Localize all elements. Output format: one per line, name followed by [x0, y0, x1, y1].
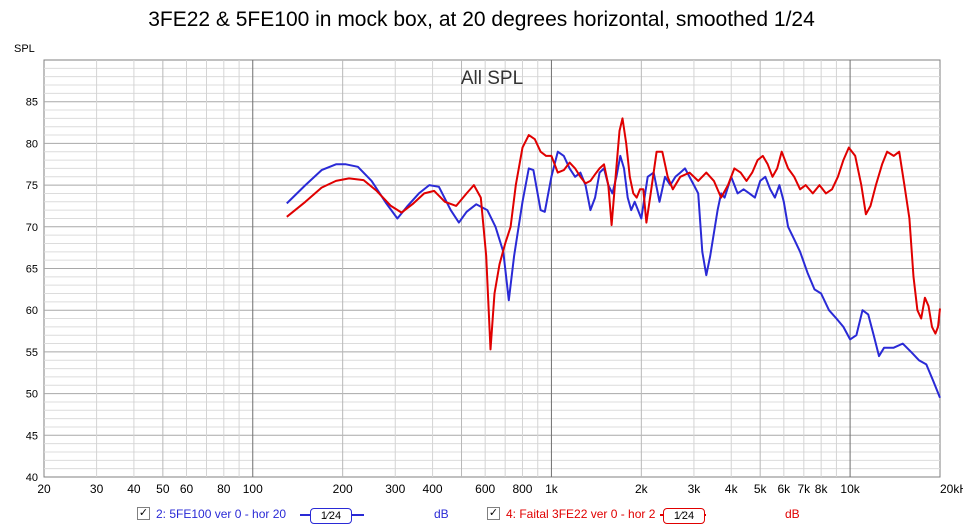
chart-title: 3FE22 & 5FE100 in mock box, at 20 degree… [148, 8, 815, 31]
y-tick-label: 80 [26, 138, 38, 150]
x-tick-label: 200 [333, 482, 353, 496]
series-lines [286, 117, 941, 399]
y-tick-label: 50 [26, 389, 38, 401]
series-line-2 [286, 117, 941, 351]
x-tick-label: 20 [37, 482, 51, 496]
x-tick-label: 40 [127, 482, 141, 496]
legend-checkbox-series-1[interactable]: ✓ [137, 507, 150, 520]
legend-unit-series-2: dB [785, 507, 800, 521]
x-tick-label: 8k [815, 482, 829, 496]
x-tick-label: 80 [217, 482, 231, 496]
y-tick-label: 45 [26, 430, 38, 442]
x-tick-label: 30 [90, 482, 104, 496]
legend-smoothing-series-1[interactable]: 1⁄24 [310, 508, 352, 524]
legend-checkbox-series-2[interactable]: ✓ [487, 507, 500, 520]
x-tick-label: 7k [797, 482, 811, 496]
x-tick-label: 10k [840, 482, 860, 496]
x-tick-label: 1k [545, 482, 559, 496]
x-tick-label: 3k [688, 482, 702, 496]
x-tick-label: 600 [475, 482, 495, 496]
legend-smoothing-series-2[interactable]: 1⁄24 [663, 508, 705, 524]
y-axis-ticks: 40 45 50 55 60 65 70 75 80 85 [26, 97, 38, 484]
x-tick-label: 20kHz [940, 482, 963, 496]
legend-label-series-1: 2: 5FE100 ver 0 - hor 20 [156, 507, 287, 521]
x-tick-label: 100 [243, 482, 263, 496]
y-tick-label: 65 [26, 264, 38, 276]
x-axis-ticks: 20 30 40 50 60 80 100 200 300 400 600 800 1k 2k 3k 4k 5k… [37, 482, 963, 496]
y-tick-label: 85 [26, 97, 38, 109]
y-tick-label: 40 [26, 472, 38, 484]
x-tick-label: 400 [423, 482, 443, 496]
y-axis-label: SPL [14, 43, 35, 55]
x-tick-label: 2k [635, 482, 649, 496]
x-tick-label: 4k [725, 482, 739, 496]
y-tick-label: 60 [26, 305, 38, 317]
grid [44, 60, 940, 477]
legend-unit-series-1: dB [434, 507, 449, 521]
x-tick-label: 800 [512, 482, 532, 496]
y-tick-label: 55 [26, 347, 38, 359]
x-tick-label: 5k [754, 482, 768, 496]
x-tick-label: 6k [777, 482, 791, 496]
y-tick-label: 75 [26, 180, 38, 192]
plot-inner-title: All SPL [461, 68, 523, 89]
x-tick-label: 50 [156, 482, 170, 496]
legend-label-series-2: 4: Faital 3FE22 ver 0 - hor 2 [506, 507, 656, 521]
x-tick-label: 60 [180, 482, 194, 496]
x-tick-label: 300 [385, 482, 405, 496]
y-tick-label: 70 [26, 222, 38, 234]
